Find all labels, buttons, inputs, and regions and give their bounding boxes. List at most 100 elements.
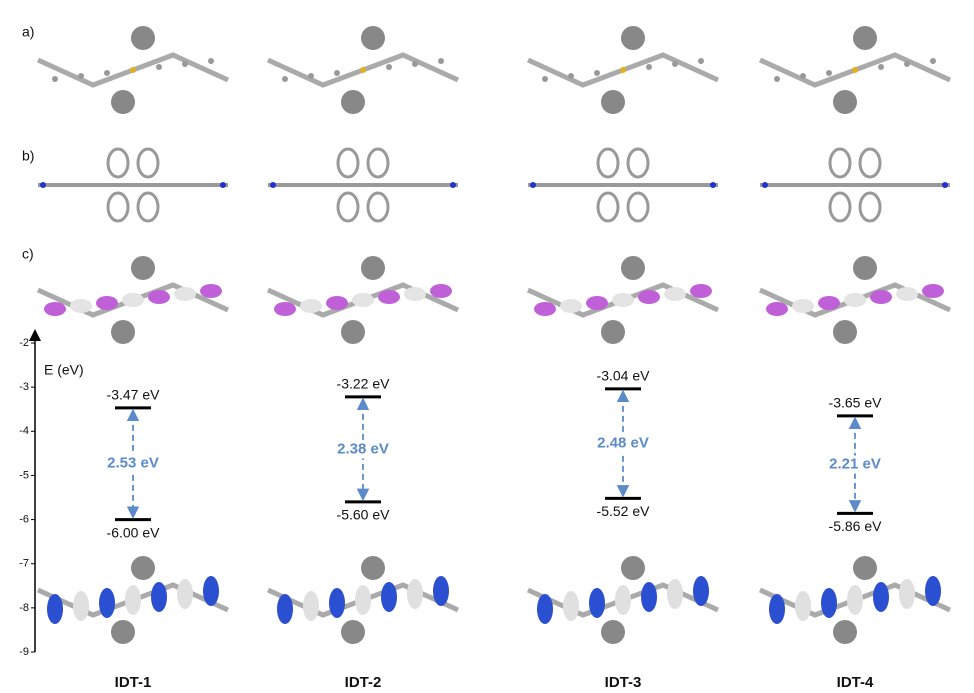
phenyl — [853, 556, 877, 580]
atom — [542, 76, 548, 82]
homo-label: -5.52 eV — [597, 503, 651, 519]
orbital-lobe — [177, 579, 193, 609]
orbital-lobe — [122, 293, 144, 307]
phenyl — [621, 556, 645, 580]
phenyl — [853, 256, 877, 280]
phenyl — [361, 556, 385, 580]
atom — [568, 73, 574, 79]
phenyl — [108, 149, 128, 177]
phenyl — [830, 193, 850, 221]
atom — [698, 58, 704, 64]
gap-label: 2.53 eV — [107, 455, 159, 472]
phenyl — [138, 193, 158, 221]
figure: a) b) c) E (eV) -2-3-4-5-6-7-8-9-3.47 eV… — [0, 0, 974, 693]
atom — [282, 76, 288, 82]
orbital-lobe — [174, 287, 196, 301]
orbital-lobe — [795, 591, 811, 621]
atom — [904, 61, 910, 67]
orbital-lobe — [589, 588, 605, 618]
category-label: IDT-4 — [837, 674, 874, 691]
phenyl — [131, 256, 155, 280]
atom — [672, 61, 678, 67]
atom — [774, 76, 780, 82]
orbital-lobe — [693, 576, 709, 606]
orbital-lobe — [151, 582, 167, 612]
orbital-lobe — [896, 287, 918, 301]
orbital-lobe — [430, 284, 452, 298]
atom — [878, 64, 884, 70]
orbital-lobe — [326, 296, 348, 310]
orbital-lobe — [586, 296, 608, 310]
phenyl — [628, 193, 648, 221]
y-axis-label: E (eV) — [44, 362, 84, 378]
phenyl — [111, 90, 135, 114]
y-tick-label: -5 — [19, 469, 29, 481]
orbital-lobe — [355, 585, 371, 615]
orbital-lobe — [690, 284, 712, 298]
atom — [78, 73, 84, 79]
atom — [386, 64, 392, 70]
lumo-label: -3.47 eV — [107, 387, 161, 403]
orbital-lobe — [148, 290, 170, 304]
orbital-lobe — [870, 290, 892, 304]
phenyl — [860, 149, 880, 177]
phenyl — [368, 193, 388, 221]
phenyl — [361, 256, 385, 280]
y-tick-label: -2 — [19, 337, 29, 349]
orbital-lobe — [844, 293, 866, 307]
orbital-lobe — [821, 588, 837, 618]
atom — [412, 61, 418, 67]
orbital-lobe — [769, 594, 785, 624]
orbital-lobe — [277, 594, 293, 624]
orbital-lobe — [73, 591, 89, 621]
orbital-lobe — [664, 287, 686, 301]
atom — [360, 67, 366, 73]
phenyl — [341, 620, 365, 644]
phenyl — [830, 149, 850, 177]
orbital-lobe — [638, 290, 660, 304]
homo-label: -5.60 eV — [337, 507, 391, 523]
lumo-label: -3.65 eV — [829, 395, 883, 411]
phenyl — [860, 193, 880, 221]
phenyl — [601, 320, 625, 344]
atom — [270, 182, 276, 188]
homo-label: -5.86 eV — [829, 518, 883, 534]
phenyl — [111, 320, 135, 344]
orbital-lobe — [303, 591, 319, 621]
orbital-lobe — [433, 576, 449, 606]
orbital-lobe — [667, 579, 683, 609]
phenyl — [131, 26, 155, 50]
atom — [438, 58, 444, 64]
orbital-lobe — [537, 594, 553, 624]
atom — [104, 70, 110, 76]
phenyl — [601, 620, 625, 644]
phenyl — [621, 256, 645, 280]
orbital-lobe — [274, 302, 296, 316]
atom — [762, 182, 768, 188]
atom — [620, 67, 626, 73]
atom — [530, 182, 536, 188]
orbital-lobe — [922, 284, 944, 298]
orbital-lobe — [125, 585, 141, 615]
orbital-lobe — [847, 585, 863, 615]
phenyl — [598, 149, 618, 177]
phenyl — [628, 149, 648, 177]
orbital-lobe — [766, 302, 788, 316]
panel-label: b) — [22, 148, 34, 164]
lumo-label: -3.04 eV — [597, 368, 651, 384]
atom — [308, 73, 314, 79]
orbital-lobe — [560, 299, 582, 313]
phenyl — [621, 26, 645, 50]
phenyl — [368, 149, 388, 177]
phenyl — [138, 149, 158, 177]
phenyl — [341, 90, 365, 114]
phenyl — [341, 320, 365, 344]
gap-label: 2.48 eV — [597, 435, 649, 452]
atom — [930, 58, 936, 64]
atom — [594, 70, 600, 76]
panel-label: a) — [22, 24, 34, 40]
atom — [826, 70, 832, 76]
orbital-lobe — [99, 588, 115, 618]
orbital-lobe — [641, 582, 657, 612]
category-label: IDT-3 — [605, 674, 642, 691]
